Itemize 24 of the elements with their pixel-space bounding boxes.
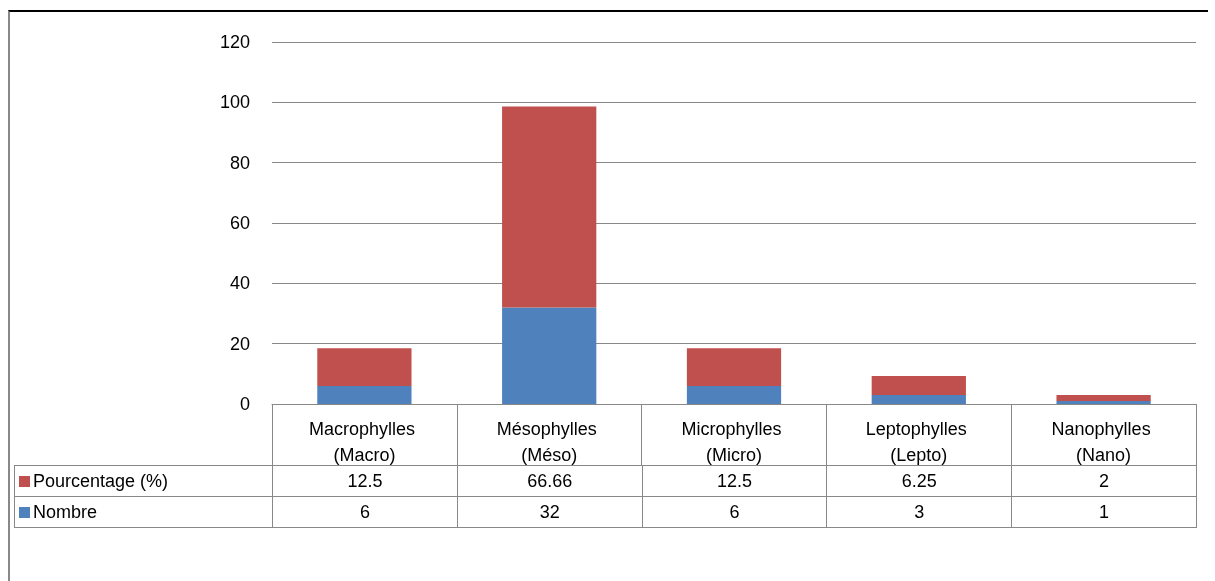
x-tick-label: Leptophylles (Lepto) bbox=[865, 419, 972, 465]
data-label: 3 bbox=[826, 496, 1012, 528]
x-tick-label: Mésophylles (Méso) bbox=[496, 419, 602, 465]
data-label: 12.5 bbox=[642, 465, 827, 497]
data-label: 6 bbox=[272, 496, 458, 528]
y-tick-label: 20 bbox=[229, 333, 250, 354]
x-tick-label: Microphylles (Micro) bbox=[681, 419, 787, 465]
y-tick-label: 40 bbox=[229, 273, 250, 294]
x-tick-label: Macrophylles (Macro) bbox=[308, 419, 420, 465]
legend-label: Nombre bbox=[14, 496, 273, 528]
data-label: 2 bbox=[1011, 465, 1197, 497]
data-label: 12.5 bbox=[272, 465, 458, 497]
y-tick-label: 120 bbox=[219, 32, 250, 52]
y-tick-label: 60 bbox=[229, 213, 250, 233]
y-tick-label: 80 bbox=[229, 152, 250, 173]
x-tick-label: Nanophylles (Nano) bbox=[1051, 419, 1156, 465]
y-tick-label: 0 bbox=[239, 394, 250, 414]
data-label: 66.66 bbox=[457, 465, 643, 497]
data-label: 32 bbox=[457, 496, 643, 528]
legend-label: Pourcentage (%) bbox=[14, 465, 273, 497]
data-label: 6.25 bbox=[826, 465, 1012, 497]
y-tick-label: 100 bbox=[219, 92, 250, 113]
data-label: 1 bbox=[1011, 496, 1197, 528]
data-label: 6 bbox=[642, 496, 827, 528]
